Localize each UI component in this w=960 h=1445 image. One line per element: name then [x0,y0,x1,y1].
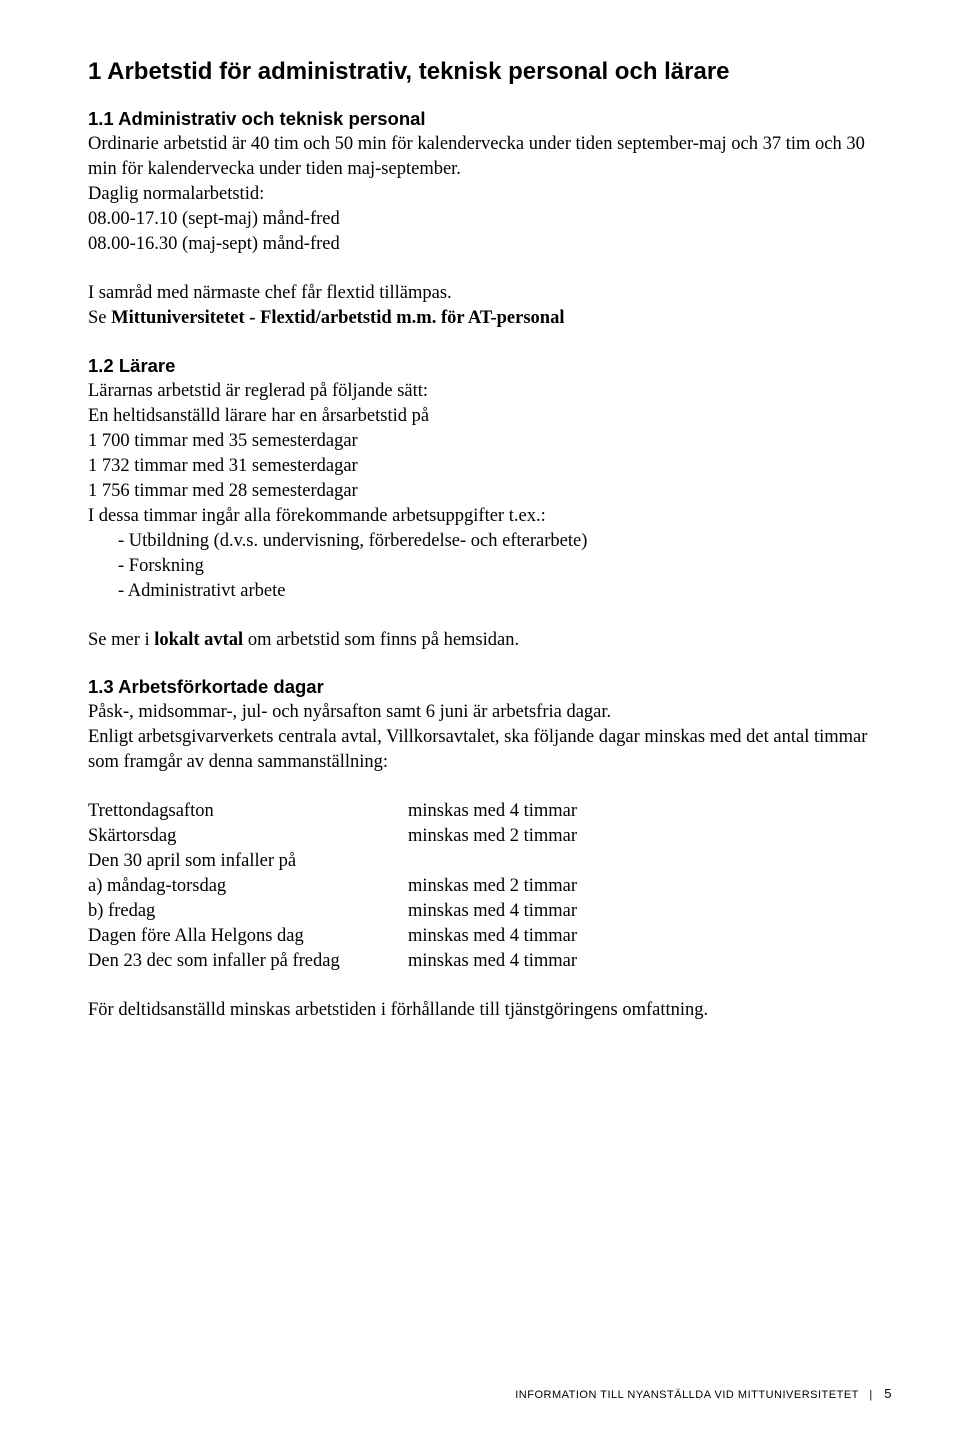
section-1-1-flextid: I samråd med närmaste chef får flextid t… [88,281,892,331]
day-label: Trettondagsafton [88,799,408,824]
reduction-value: minskas med 4 timmar [408,899,892,924]
page-footer: INFORMATION TILL NYANSTÄLLDA VID MITTUNI… [515,1386,892,1401]
tasks-intro: I dessa timmar ingår alla förekommande a… [88,504,892,529]
table-row: Den 23 dec som infaller på fredag minska… [88,949,892,974]
tasks-list: - Utbildning (d.v.s. undervisning, förbe… [88,529,892,604]
section-1-2-reference: Se mer i lokalt avtal om arbetstid som f… [88,628,892,653]
teachers-intro-1: Lärarnas arbetstid är reglerad på följan… [88,379,892,404]
local-agreement-post: om arbetstid som finns på hemsidan. [243,630,519,650]
day-label: b) fredag [88,899,408,924]
section-1-3: 1.3 Arbetsförkortade dagar Påsk-, midsom… [88,676,892,775]
day-label: Den 30 april som infaller på [88,849,408,874]
task-research: - Forskning [118,554,892,579]
hours-1756: 1 756 timmar med 28 semesterdagar [88,479,892,504]
table-row: Den 30 april som infaller på [88,849,892,874]
day-label: Skärtorsdag [88,824,408,849]
reduction-value: minskas med 4 timmar [408,949,892,974]
flextid-reference: Se Mittuniversitetet - Flextid/arbetstid… [88,306,892,331]
holidays-free: Påsk-, midsommar-, jul- och nyårsafton s… [88,700,892,725]
local-agreement-pre: Se mer i [88,630,154,650]
local-agreement-bold: lokalt avtal [154,630,243,650]
section-1-2: 1.2 Lärare Lärarnas arbetstid är reglera… [88,355,892,604]
section-1-3-heading: 1.3 Arbetsförkortade dagar [88,676,892,698]
table-row: Skärtorsdag minskas med 2 timmar [88,824,892,849]
footer-text: INFORMATION TILL NYANSTÄLLDA VID MITTUNI… [515,1389,858,1401]
table-row: a) måndag-torsdag minskas med 2 timmar [88,874,892,899]
section-1-1-heading: 1.1 Administrativ och teknisk personal [88,108,892,130]
hours-1732: 1 732 timmar med 31 semesterdagar [88,454,892,479]
page-title: 1 Arbetstid för administrativ, teknisk p… [88,58,892,86]
daily-hours-sept-maj: 08.00-17.10 (sept-maj) månd-fred [88,207,892,232]
day-label: Dagen före Alla Helgons dag [88,924,408,949]
page-number: 5 [884,1386,892,1401]
daily-hours-maj-sept: 08.00-16.30 (maj-sept) månd-fred [88,232,892,257]
footer-separator: | [869,1389,872,1401]
part-time-note: För deltidsanställd minskas arbetstiden … [88,998,892,1023]
table-row: b) fredag minskas med 4 timmar [88,899,892,924]
reduction-table: Trettondagsafton minskas med 4 timmar Sk… [88,799,892,974]
flextid-ref-pre: Se [88,308,111,328]
section-1-2-heading: 1.2 Lärare [88,355,892,377]
task-admin: - Administrativt arbete [118,579,892,604]
teachers-intro-2: En heltidsanställd lärare har en årsarbe… [88,404,892,429]
day-label: a) måndag-torsdag [88,874,408,899]
daily-hours-label: Daglig normalarbetstid: [88,182,892,207]
table-row: Dagen före Alla Helgons dag minskas med … [88,924,892,949]
local-agreement-ref: Se mer i lokalt avtal om arbetstid som f… [88,628,892,653]
reduction-value: minskas med 2 timmar [408,874,892,899]
day-label: Den 23 dec som infaller på fredag [88,949,408,974]
section-1-1-intro: Ordinarie arbetstid är 40 tim och 50 min… [88,132,892,182]
part-time-note-block: För deltidsanställd minskas arbetstiden … [88,998,892,1023]
task-education: - Utbildning (d.v.s. undervisning, förbe… [118,529,892,554]
flextid-ref-bold: Mittuniversitetet - Flextid/arbetstid m.… [111,308,564,328]
table-row: Trettondagsafton minskas med 4 timmar [88,799,892,824]
section-1-1: 1.1 Administrativ och teknisk personal O… [88,108,892,257]
hours-1700: 1 700 timmar med 35 semesterdagar [88,429,892,454]
reduction-value: minskas med 2 timmar [408,824,892,849]
reduction-value: minskas med 4 timmar [408,799,892,824]
reduction-intro: Enligt arbetsgivarverkets centrala avtal… [88,725,892,775]
flextid-note: I samråd med närmaste chef får flextid t… [88,281,892,306]
reduction-value: minskas med 4 timmar [408,924,892,949]
reduction-value [408,849,892,874]
